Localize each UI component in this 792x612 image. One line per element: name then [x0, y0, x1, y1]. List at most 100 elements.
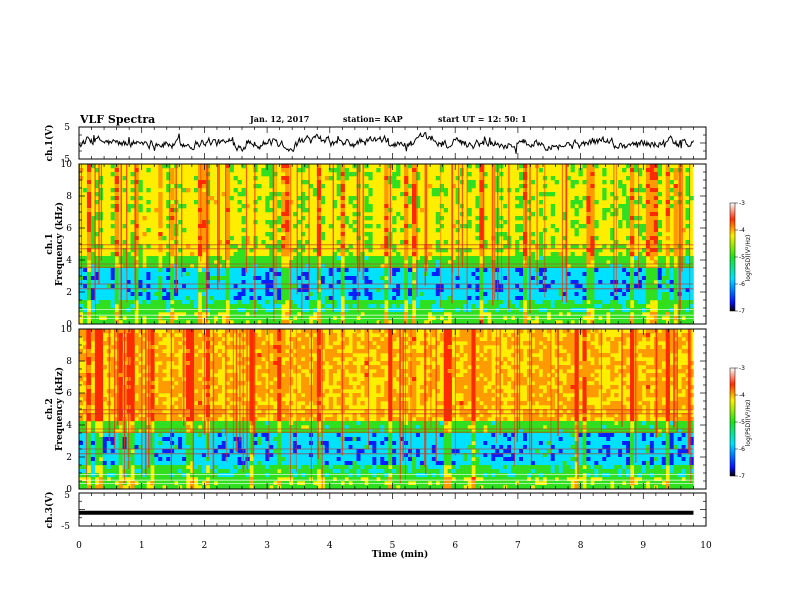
spectrum-cell: [530, 280, 536, 285]
spectrum-cell: [570, 252, 575, 257]
spectrum-cell: [316, 164, 322, 169]
spectrum-cell: [519, 292, 524, 297]
spectrum-cell: [479, 208, 484, 213]
spectrum-cell: [348, 292, 353, 297]
spectrum-cell: [515, 292, 520, 297]
spectrum-cell: [582, 264, 587, 269]
spectrum-cell: [546, 260, 552, 265]
spectrum-cell: [523, 192, 528, 197]
spectrum-cell: [229, 329, 234, 334]
spectrum-cell: [590, 196, 595, 201]
spectrum-cell: [412, 168, 417, 173]
spectrum-cell: [142, 292, 147, 297]
spectrum-cell: [479, 296, 484, 301]
spectrum-cell: [503, 244, 508, 249]
spectrum-cell: [237, 252, 242, 257]
spectrum-cell: [408, 284, 413, 289]
spectrum-cell: [265, 260, 270, 265]
spectrum-cell: [285, 176, 290, 181]
spectrum-cell: [304, 164, 310, 169]
spectrum-cell: [197, 357, 203, 362]
spectrum-cell: [221, 280, 226, 285]
spectrum-cell: [495, 304, 500, 309]
spectrum-cell: [499, 308, 504, 313]
spectrum-cell: [233, 300, 238, 305]
spectrum-cell: [392, 300, 397, 305]
spectrum-cell: [182, 288, 187, 293]
spectrum-cell: [166, 304, 171, 309]
spectrum-cell: [657, 256, 663, 261]
spectrum-cell: [435, 284, 441, 289]
spectrum-cell: [344, 172, 349, 177]
spectrum-cell: [336, 292, 341, 297]
spectrum-cell: [360, 292, 365, 297]
spectrum-cell: [352, 365, 357, 370]
spectrum-cell: [237, 292, 242, 297]
spectrum-cell: [356, 184, 361, 189]
spectrum-cell: [229, 164, 234, 169]
spectrum-cell: [122, 260, 127, 265]
spectrum-cell: [324, 296, 330, 301]
spectrum-cell: [455, 272, 460, 277]
spectrum-cell: [90, 357, 96, 362]
spectrum-cell: [439, 168, 445, 173]
spectrum-cell: [205, 284, 211, 289]
spectrum-cell: [316, 312, 322, 317]
spectrum-cell: [86, 365, 92, 370]
spectrum-cell: [443, 240, 448, 245]
spectrum-cell: [186, 272, 191, 277]
spectrum-cell: [530, 256, 536, 261]
spectrum-cell: [225, 288, 230, 293]
spectrum-cell: [380, 296, 385, 301]
spectrum-cell: [649, 188, 655, 193]
spectrum-cell: [380, 312, 385, 317]
spectrum-cell: [336, 256, 341, 261]
spectrum-cell: [86, 236, 92, 241]
spectrum-cell: [653, 180, 659, 185]
spectrum-cell: [158, 284, 163, 289]
spectrum-cell: [138, 188, 143, 193]
spectrum-cell: [368, 341, 373, 346]
spectrum-cell: [483, 365, 488, 370]
spectrum-cell: [475, 236, 480, 241]
spectrum-cell: [412, 216, 417, 221]
spectrum-cell: [229, 345, 234, 350]
spectrum-cell: [312, 264, 318, 269]
spectrum-cell: [435, 264, 441, 269]
spectrum-cell: [630, 276, 635, 281]
spectrum-cell: [257, 288, 262, 293]
spectrum-cell: [114, 333, 119, 338]
spectrum-cell: [685, 349, 690, 354]
spectrum-cell: [685, 168, 690, 173]
spectrum-cell: [487, 276, 492, 281]
spectrum-cell: [530, 260, 536, 265]
spectrum-cell: [582, 312, 587, 317]
spectrum-cell: [269, 284, 274, 289]
spectrum-cell: [487, 337, 492, 342]
spectrum-cell: [511, 292, 516, 297]
spectrum-cell: [626, 288, 631, 293]
spectrum-cell: [364, 349, 369, 354]
spectrum-cell: [301, 292, 306, 297]
spectrum-cell: [574, 200, 579, 205]
spectrum-cell: [328, 300, 334, 305]
spectrum-cell: [554, 180, 559, 185]
spectrum-cell: [166, 308, 171, 313]
spectrum-cell: [245, 300, 250, 305]
spectrum-cell: [427, 264, 433, 269]
spectrum-cell: [392, 268, 397, 273]
spectrum-cell: [257, 280, 262, 285]
spectrum-cell: [388, 345, 393, 350]
spectrum-cell: [439, 320, 445, 325]
spectrum-cell: [435, 304, 441, 309]
spectrum-cell: [201, 288, 207, 293]
spectrum-cell: [483, 284, 488, 289]
spectrum-cell: [483, 300, 488, 305]
spectrum-cell: [170, 216, 175, 221]
spectrum-cell: [451, 288, 456, 293]
spectrum-cell: [114, 341, 119, 346]
spectrum-cell: [404, 168, 409, 173]
spectrum-cell: [138, 268, 143, 273]
spectrum-cell: [645, 184, 651, 189]
